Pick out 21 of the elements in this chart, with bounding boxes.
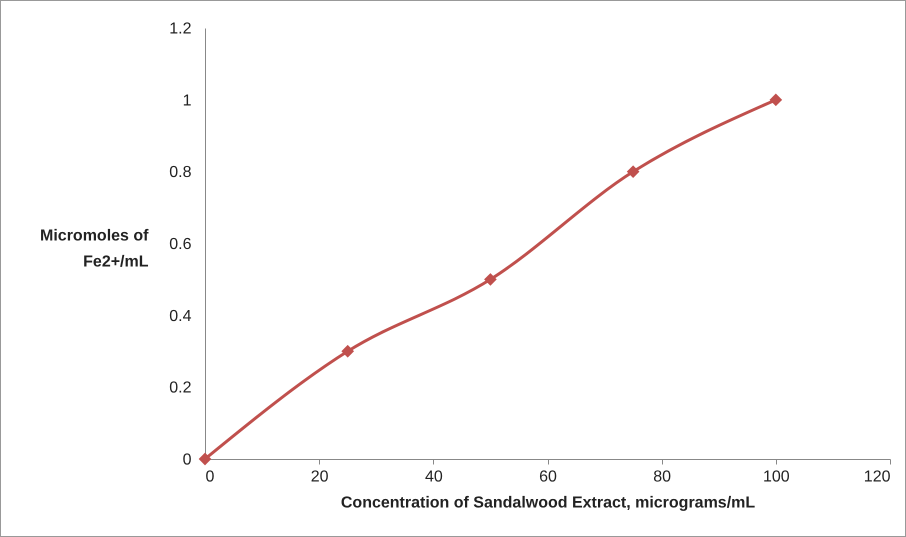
y-axis-title: Micromoles of Fe2+/mL xyxy=(40,228,150,270)
y-tick-label: 0.6 xyxy=(169,236,192,253)
x-tick-label: 120 xyxy=(864,468,891,486)
y-tick-label: 0 xyxy=(182,452,192,468)
y-tick-label: 0.2 xyxy=(169,380,192,397)
x-tick-label: 40 xyxy=(424,468,443,486)
point xyxy=(626,165,640,178)
point xyxy=(341,344,354,358)
point xyxy=(484,273,497,286)
x-tick-label: 0 xyxy=(206,468,214,486)
point xyxy=(770,94,782,106)
x-axis-title: Concentration of Sandalwood Extract, micrograms/mL xyxy=(340,494,756,512)
y-tick-label: 0.8 xyxy=(169,164,192,182)
y-tick-label: 0.4 xyxy=(169,308,192,325)
x-tick-label: 60 xyxy=(539,468,557,486)
x-tick-label: 100 xyxy=(762,468,790,486)
x-tick-label: 80 xyxy=(653,468,672,486)
x-tick-label: 20 xyxy=(310,468,329,486)
y-tick-label: 1.2 xyxy=(169,20,192,38)
point xyxy=(198,452,212,466)
y-tick-label: 1 xyxy=(182,92,192,110)
